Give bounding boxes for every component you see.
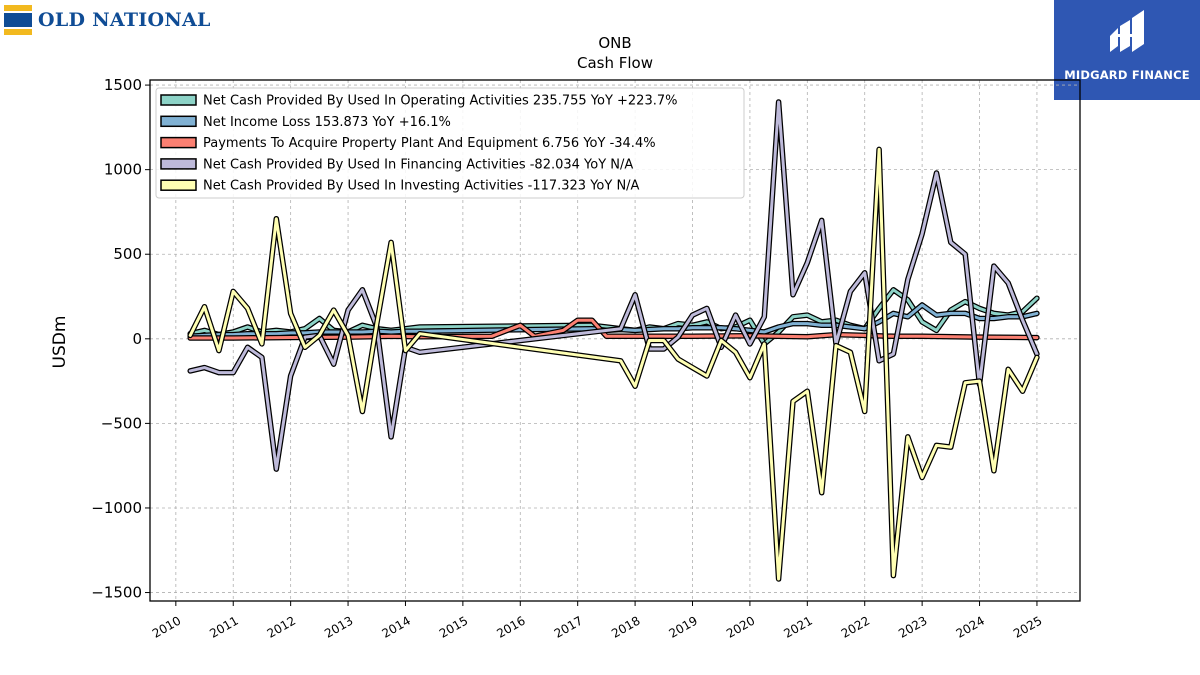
old-national-logo-text: OLD NATIONAL [38,9,211,31]
legend-swatch [160,115,197,128]
series-lines [187,99,1040,582]
series-1-line [188,303,1039,338]
x-tick-label: 2019 [667,613,700,640]
x-tick-label: 2011 [207,613,240,640]
y-tick-label: 1500 [104,76,142,94]
midgard-logo-text: MIDGARD FINANCE [1064,68,1190,82]
x-tick-label: 2012 [265,613,298,640]
x-tick-label: 2018 [609,613,642,640]
legend-entry-label: Net Cash Provided By Used In Operating A… [203,94,677,109]
x-tick-label: 2010 [150,613,183,640]
y-tick-label: 1000 [104,161,142,179]
series-3-line [188,100,1039,471]
legend-swatch [160,136,197,149]
x-tick-label: 2020 [724,613,757,640]
legend-entry-label: Net Income Loss 153.873 YoY +16.1% [203,115,451,130]
x-axis-ticks: 2010 2011 2012 2013 2014 2015 2016 2017 2018 2019… [150,601,1044,641]
x-tick-label: 2013 [322,613,355,640]
legend: Net Cash Provided By Used In Operating A… [155,87,745,199]
legend-entry-label: Net Cash Provided By Used In Financing A… [203,157,633,172]
y-tick-label: −1500 [91,584,142,602]
old-national-mark-icon [4,5,32,35]
x-tick-label: 2024 [954,613,987,640]
x-tick-label: 2023 [896,613,929,640]
plot-frame [149,79,1081,602]
old-national-logo: OLD NATIONAL [4,4,211,36]
legend-swatch [160,179,197,191]
series-4-line [188,147,1039,581]
legend-box [155,87,745,199]
midgard-emblem-icon [1110,10,1144,52]
chart-title: ONB [598,34,631,52]
midgard-finance-logo: MIDGARD FINANCE [1054,0,1200,100]
legend-entry-label: Net Cash Provided By Used In Investing A… [203,179,640,194]
x-tick-label: 2021 [781,613,814,640]
x-tick-label: 2015 [437,613,470,640]
y-tick-label: −500 [101,414,142,432]
series-4-outline [187,146,1040,582]
x-tick-label: 2025 [1011,613,1044,640]
y-tick-label: 0 [132,330,142,348]
y-tick-label: −1000 [91,499,142,517]
legend-swatch [160,158,197,170]
x-tick-label: 2017 [552,613,585,640]
legend-swatch [160,94,197,106]
x-tick-label: 2022 [839,613,872,640]
chart-subtitle: Cash Flow [577,54,653,72]
x-tick-label: 2016 [494,613,527,640]
y-axis-ticks: 1500 1000 500 0 −500 −1000 −1500 [91,76,150,602]
y-tick-label: 500 [113,245,142,263]
x-tick-label: 2014 [380,613,413,640]
y-axis-label: USDm [50,316,70,369]
legend-entry-label: Payments To Acquire Property Plant And E… [203,136,656,151]
